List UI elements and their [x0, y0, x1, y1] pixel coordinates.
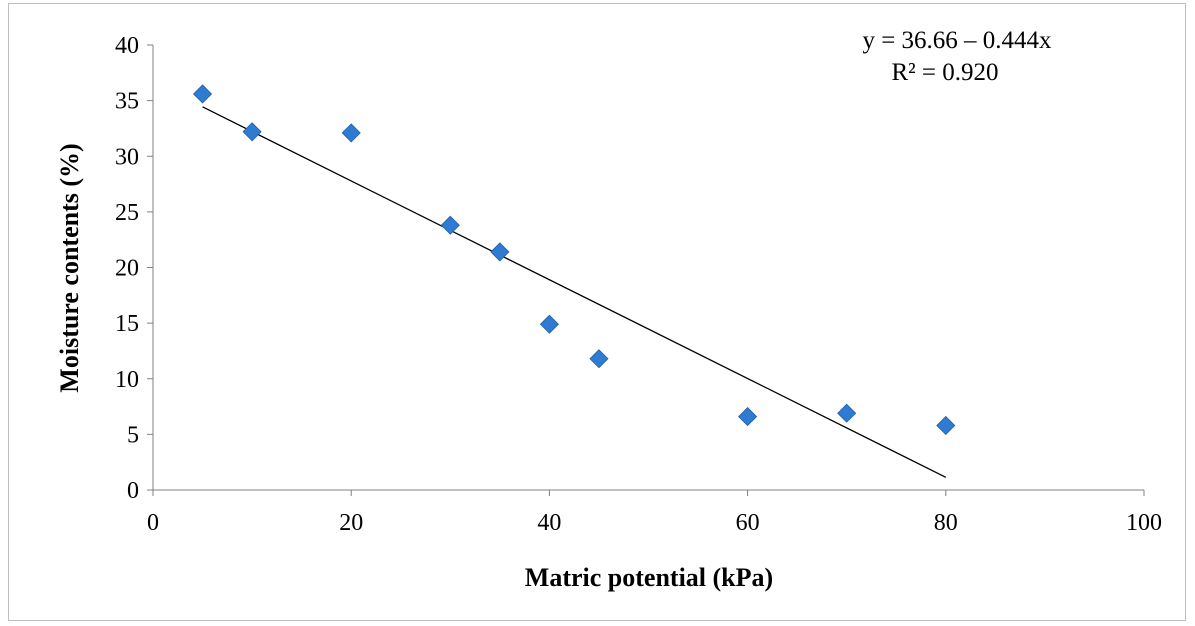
regression-equation: y = 36.66 – 0.444x	[862, 27, 1052, 54]
y-tick-label: 40	[115, 33, 139, 59]
y-tick-label: 35	[115, 89, 139, 115]
chart-frame	[8, 3, 1186, 621]
tick-labels: 0 5 10 15 20 25 30 35 40 0 20 40 60 80 100	[115, 33, 1162, 536]
data-point	[837, 403, 857, 423]
x-tick-label: 20	[339, 510, 363, 536]
y-tick-label: 20	[115, 256, 139, 282]
x-tick-label: 100	[1126, 510, 1162, 536]
y-axis-title: Moisture contents (%)	[55, 143, 84, 392]
data-point	[242, 122, 262, 142]
trendline	[202, 106, 947, 478]
y-tick-label: 5	[127, 422, 139, 448]
data-point	[192, 84, 213, 104]
x-axis-title: Matric potential (kPa)	[525, 563, 773, 592]
data-point	[490, 242, 510, 262]
axes	[147, 44, 1145, 496]
y-tick-label: 30	[115, 144, 139, 170]
data-point	[738, 407, 758, 427]
data-point	[341, 123, 361, 143]
x-tick-label: 40	[537, 510, 561, 536]
data-points	[192, 84, 956, 436]
x-tick-label: 0	[147, 510, 159, 536]
y-tick-label: 10	[115, 367, 139, 393]
y-tick-label: 0	[127, 478, 139, 504]
y-tick-label: 25	[115, 200, 139, 226]
y-tick-label: 15	[115, 311, 139, 337]
data-point	[936, 415, 956, 436]
r-squared-label: R² = 0.920	[891, 59, 998, 86]
x-tick-label: 80	[934, 510, 958, 536]
data-point	[539, 314, 559, 334]
data-point	[589, 349, 609, 369]
x-tick-label: 60	[736, 510, 760, 536]
data-point	[440, 215, 460, 235]
